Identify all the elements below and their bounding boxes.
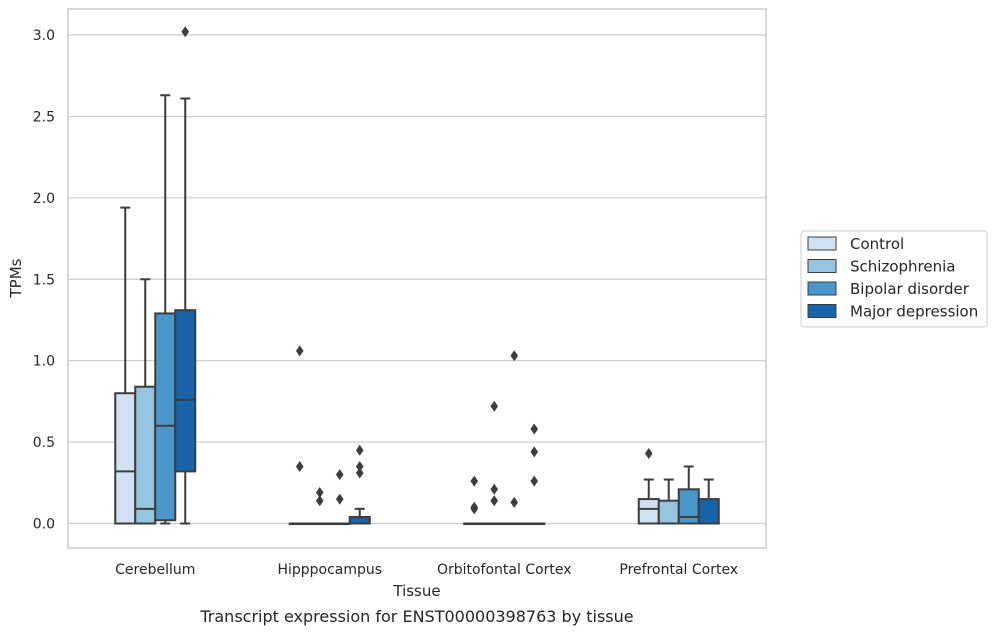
box-control — [288, 345, 311, 525]
outlier-point — [355, 461, 364, 473]
legend-label: Bipolar disorder — [850, 280, 970, 298]
box-series-group — [114, 26, 720, 525]
y-tick-label: 0.5 — [33, 435, 55, 451]
outlier-point — [490, 400, 499, 412]
x-tick-label: Prefrontal Cortex — [619, 562, 738, 578]
legend-label: Control — [850, 235, 904, 253]
box-control — [114, 206, 137, 525]
outlier-point — [644, 447, 653, 459]
box-body — [114, 392, 137, 525]
chart-caption: Transcript expression for ENST0000039876… — [199, 607, 633, 626]
y-tick-label: 1.5 — [33, 272, 55, 288]
box-body — [697, 498, 720, 525]
box-body — [657, 499, 680, 525]
x-axis-label: Tissue — [392, 582, 440, 600]
outlier-point — [315, 487, 324, 499]
box-body — [174, 309, 197, 473]
box-body — [637, 498, 660, 525]
legend-items: Control Schizophrenia Bipolar disorder Majo… — [807, 235, 978, 321]
box-major-depression — [523, 423, 546, 525]
y-tick-label: 1.0 — [33, 354, 55, 370]
box-body — [677, 488, 700, 525]
box-major-depression — [348, 444, 371, 525]
x-tick-label: Cerebellum — [115, 562, 195, 578]
x-tick-label: Orbitofontal Cortex — [437, 562, 572, 578]
legend-swatch — [807, 236, 837, 251]
box-bipolar-disorder — [154, 94, 177, 525]
outlier-point — [335, 493, 344, 505]
y-tick-label: 2.0 — [33, 191, 55, 207]
outlier-point — [490, 495, 499, 507]
box-schizophrenia — [134, 278, 157, 525]
box-body — [134, 385, 157, 525]
outlier-point — [510, 350, 519, 362]
outlier-point — [295, 345, 304, 357]
outlier-point — [181, 26, 190, 38]
box-major-depression — [697, 478, 720, 525]
box-control — [637, 447, 660, 525]
y-tick-label: 2.5 — [33, 109, 55, 125]
outlier-point — [530, 423, 539, 435]
x-tick-label: Hipppocampus — [277, 562, 382, 578]
outlier-point — [490, 483, 499, 495]
legend-label: Schizophrenia — [850, 258, 955, 276]
legend: Control Schizophrenia Bipolar disorder Majo… — [800, 230, 988, 328]
box-schizophrenia — [657, 478, 680, 525]
legend-swatch — [807, 304, 837, 318]
outlier-point — [530, 475, 539, 487]
box-schizophrenia — [483, 400, 506, 525]
box-bipolar-disorder — [328, 469, 351, 525]
outlier-point — [530, 446, 539, 458]
box-major-depression — [174, 26, 197, 525]
y-axis-label: TPMs — [7, 258, 25, 298]
y-tick-label: 3.0 — [33, 28, 55, 44]
box-bipolar-disorder — [677, 465, 700, 525]
outlier-point — [470, 503, 479, 515]
outlier-point — [470, 475, 479, 487]
legend-swatch — [807, 281, 837, 296]
outlier-point — [355, 467, 364, 479]
box-control — [463, 475, 486, 525]
y-tick-label: 0.0 — [33, 517, 55, 533]
outlier-point — [355, 444, 364, 456]
plot-area-frame — [67, 8, 767, 549]
outlier-point — [315, 495, 324, 507]
outlier-point — [335, 469, 344, 481]
box-bipolar-disorder — [503, 350, 526, 525]
x-axis-ticks: Cerebellum Hipppocampus Orbitofontal Corte… — [115, 562, 738, 578]
legend-label: Major depression — [850, 303, 978, 321]
legend-swatch — [807, 259, 837, 273]
legend-frame — [800, 230, 988, 328]
y-axis-ticks: 0.0 0.5 1.0 1.5 2.0 2.5 3.0 — [33, 28, 55, 533]
box-body — [154, 312, 177, 522]
outlier-point — [510, 496, 519, 508]
outlier-point — [295, 461, 304, 473]
box-schizophrenia — [308, 487, 331, 525]
